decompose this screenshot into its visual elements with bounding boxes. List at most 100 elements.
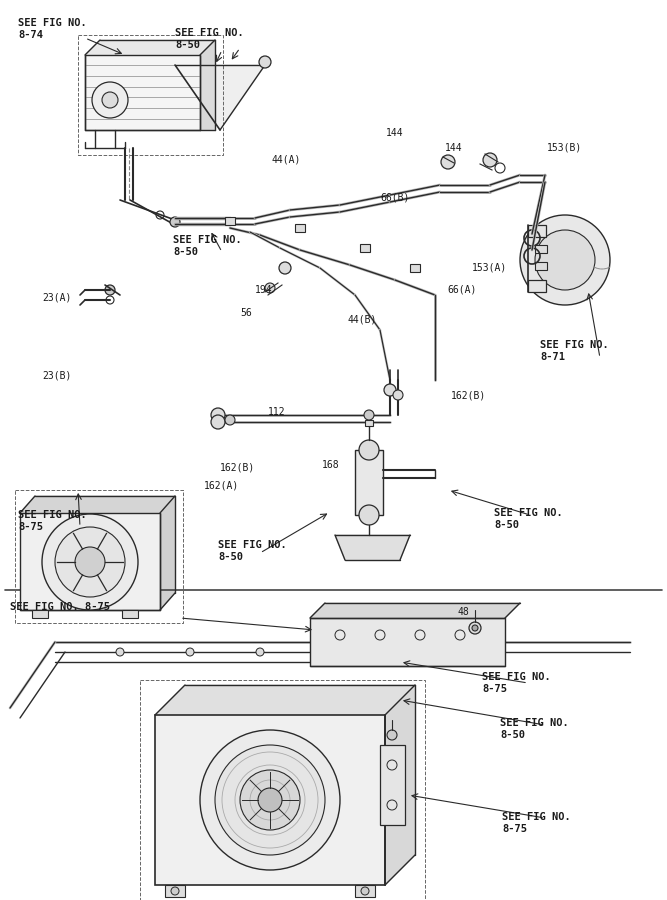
Circle shape <box>359 440 379 460</box>
Circle shape <box>326 648 334 656</box>
Text: 144: 144 <box>445 143 463 153</box>
Text: 8-50: 8-50 <box>218 552 243 562</box>
Bar <box>85 55 200 130</box>
Text: SEE FIG NO.: SEE FIG NO. <box>540 340 609 350</box>
Circle shape <box>259 56 271 68</box>
Text: 56: 56 <box>240 308 251 318</box>
Circle shape <box>520 215 610 305</box>
Circle shape <box>472 625 478 631</box>
Bar <box>20 513 160 610</box>
Text: SEE FIG NO.: SEE FIG NO. <box>500 718 569 728</box>
Text: 8-74: 8-74 <box>18 30 43 40</box>
Text: SEE FIG NO.: SEE FIG NO. <box>218 540 287 550</box>
Circle shape <box>387 730 397 740</box>
Text: SEE FIG NO.: SEE FIG NO. <box>494 508 563 518</box>
Text: 8-50: 8-50 <box>500 730 525 740</box>
Text: 48: 48 <box>458 607 470 617</box>
Circle shape <box>393 390 403 400</box>
Circle shape <box>75 547 105 577</box>
Text: 23(A): 23(A) <box>42 292 71 302</box>
Text: 23(B): 23(B) <box>42 370 71 380</box>
Bar <box>140 680 425 900</box>
Text: 8-71: 8-71 <box>540 352 565 362</box>
Bar <box>225 217 235 225</box>
Bar <box>32 610 48 618</box>
Text: 8-75: 8-75 <box>482 684 507 694</box>
Text: 66(B): 66(B) <box>380 192 410 202</box>
Circle shape <box>265 283 275 293</box>
Circle shape <box>359 505 379 525</box>
Polygon shape <box>20 496 175 513</box>
Bar <box>155 715 385 885</box>
Polygon shape <box>335 535 410 560</box>
Circle shape <box>211 415 225 429</box>
Text: 144: 144 <box>386 128 404 138</box>
Circle shape <box>116 648 124 656</box>
Text: 162(A): 162(A) <box>204 481 239 491</box>
Circle shape <box>200 730 340 870</box>
Circle shape <box>441 155 455 169</box>
Text: 153(A): 153(A) <box>472 262 507 272</box>
Circle shape <box>171 887 179 895</box>
Polygon shape <box>155 685 415 715</box>
Bar <box>355 885 375 897</box>
Circle shape <box>256 648 264 656</box>
Bar <box>360 244 370 252</box>
Text: SEE FIG NO.: SEE FIG NO. <box>18 510 87 520</box>
Circle shape <box>384 384 396 396</box>
Polygon shape <box>200 40 215 130</box>
Circle shape <box>535 230 595 290</box>
Polygon shape <box>175 65 265 130</box>
Circle shape <box>215 745 325 855</box>
Circle shape <box>225 415 235 425</box>
Text: SEE FIG NO.: SEE FIG NO. <box>502 812 571 822</box>
Text: 66(A): 66(A) <box>447 285 476 295</box>
Bar <box>295 224 305 232</box>
Circle shape <box>240 770 300 830</box>
Circle shape <box>42 514 138 610</box>
Bar <box>528 280 546 292</box>
Circle shape <box>364 410 374 420</box>
Circle shape <box>102 92 118 108</box>
Text: 8-50: 8-50 <box>175 40 200 50</box>
Text: 153(B): 153(B) <box>547 143 582 153</box>
Text: 162(B): 162(B) <box>220 462 255 472</box>
Text: 8-75: 8-75 <box>18 522 43 532</box>
Text: SEE FIG NO.: SEE FIG NO. <box>173 235 241 245</box>
Bar <box>165 885 185 897</box>
Bar <box>528 225 546 237</box>
Text: 44(A): 44(A) <box>272 155 301 165</box>
Text: 44(B): 44(B) <box>348 315 378 325</box>
Text: SEE FIG NO.: SEE FIG NO. <box>18 18 87 28</box>
Bar <box>365 420 373 426</box>
Circle shape <box>258 788 282 812</box>
Text: SEE FIG NO. 8-75: SEE FIG NO. 8-75 <box>10 602 110 612</box>
Polygon shape <box>85 40 215 55</box>
Polygon shape <box>385 685 415 885</box>
Circle shape <box>483 153 497 167</box>
Polygon shape <box>310 603 520 618</box>
Circle shape <box>170 217 180 227</box>
Bar <box>535 262 547 270</box>
Text: 194: 194 <box>255 285 273 295</box>
Bar <box>15 490 183 623</box>
Text: 162(B): 162(B) <box>451 390 486 400</box>
Bar <box>78 35 223 155</box>
Circle shape <box>361 887 369 895</box>
Bar <box>380 745 405 825</box>
Bar <box>355 450 383 515</box>
Circle shape <box>279 262 291 274</box>
Text: SEE FIG NO.: SEE FIG NO. <box>175 28 243 38</box>
Text: SEE FIG NO.: SEE FIG NO. <box>482 672 551 682</box>
Circle shape <box>211 408 225 422</box>
Text: 8-50: 8-50 <box>173 247 198 257</box>
Text: 8-50: 8-50 <box>494 520 519 530</box>
Polygon shape <box>160 496 175 610</box>
Bar <box>122 610 138 618</box>
Circle shape <box>55 527 125 597</box>
Circle shape <box>186 648 194 656</box>
Text: 168: 168 <box>322 460 340 470</box>
Bar <box>310 618 505 666</box>
Text: 8-75: 8-75 <box>502 824 527 834</box>
Bar <box>410 264 420 272</box>
